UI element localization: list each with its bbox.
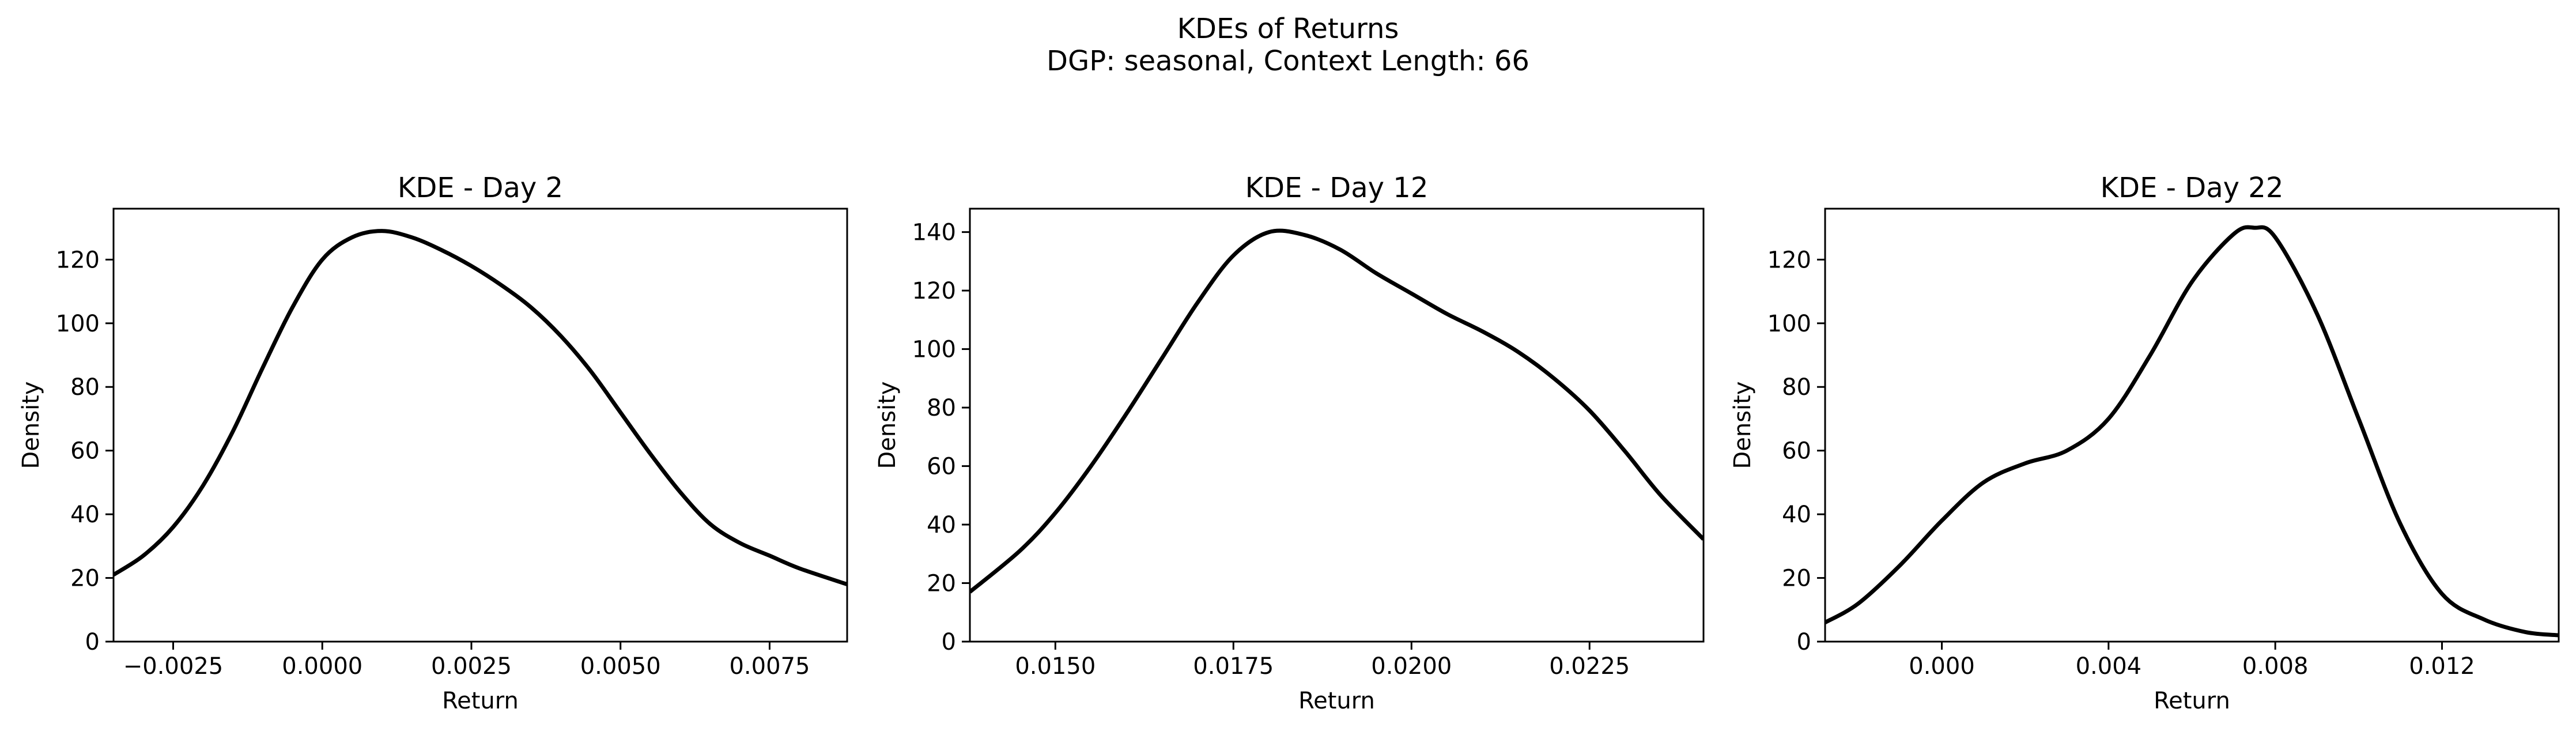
y-tick-label: 60 bbox=[70, 438, 100, 465]
plot-area: 0.000 0.004 0.008 0.012 0 20 40 60 80 100 120 bbox=[1767, 208, 2560, 680]
kde-line bbox=[114, 229, 847, 586]
y-tick-label: 0 bbox=[1797, 629, 1811, 655]
y-tick-label: 40 bbox=[70, 502, 100, 528]
y-axis-label: Density bbox=[1729, 381, 1756, 469]
y-axis-label: Density bbox=[18, 381, 44, 469]
subplot-day-22: KDE - Day 22 Return Density 0.000 0.004 0.… bbox=[1729, 172, 2560, 714]
x-tick-label: 0.000 bbox=[1909, 653, 1975, 680]
x-tick-label: 0.0025 bbox=[431, 653, 512, 680]
axes-frame bbox=[969, 208, 1705, 643]
x-tick-label: 0.0000 bbox=[282, 653, 362, 680]
y-tick-label: 0 bbox=[85, 629, 100, 655]
subplot-day-12: KDE - Day 12 Return Density 0.0150 0.0175… bbox=[874, 172, 1705, 714]
subplot-title: KDE - Day 22 bbox=[2101, 172, 2284, 204]
x-tick-label: 0.008 bbox=[2242, 653, 2309, 680]
kde-line bbox=[1825, 225, 2559, 638]
y-tick-label: 120 bbox=[56, 247, 100, 273]
x-tick-label: 0.0175 bbox=[1193, 653, 1274, 680]
axes-frame bbox=[1824, 208, 2560, 643]
x-axis-label: Return bbox=[2154, 688, 2230, 714]
x-tick-label: 0.0075 bbox=[729, 653, 810, 680]
y-tick-label: 40 bbox=[1782, 502, 1811, 528]
y-tick-label: 80 bbox=[70, 374, 100, 401]
figure-subtitle: DGP: seasonal, Context Length: 66 bbox=[1047, 45, 1529, 77]
y-tick-label: 140 bbox=[912, 220, 956, 246]
y-tick-label: 20 bbox=[1782, 566, 1811, 592]
x-tick-label: 0.0225 bbox=[1549, 653, 1630, 680]
x-tick-label: 0.0150 bbox=[1015, 653, 1096, 680]
subplot-day-2: KDE - Day 2 Return Density −0.0025 0.0000… bbox=[18, 172, 848, 714]
kde-line bbox=[970, 228, 1704, 594]
x-tick-label: 0.012 bbox=[2409, 653, 2475, 680]
y-tick-label: 100 bbox=[912, 337, 956, 363]
plot-area: 0.0150 0.0175 0.0200 0.0225 0 20 40 60 80 100 120 1… bbox=[912, 208, 1705, 680]
y-tick-label: 40 bbox=[927, 512, 956, 538]
axes-frame bbox=[112, 208, 848, 643]
x-tick-label: 0.004 bbox=[2076, 653, 2142, 680]
subplot-title: KDE - Day 12 bbox=[1245, 172, 1429, 204]
x-axis-label: Return bbox=[442, 688, 519, 714]
x-tick-label: 0.0050 bbox=[580, 653, 661, 680]
y-tick-label: 100 bbox=[1767, 311, 1811, 337]
plot-area: −0.0025 0.0000 0.0025 0.0050 0.0075 0 20 40 60 80… bbox=[56, 208, 848, 680]
x-tick-label: 0.0200 bbox=[1371, 653, 1452, 680]
subplot-title: KDE - Day 2 bbox=[398, 172, 563, 204]
y-axis-label: Density bbox=[874, 381, 901, 469]
y-tick-label: 80 bbox=[1782, 374, 1811, 401]
y-tick-label: 120 bbox=[912, 278, 956, 304]
y-tick-label: 120 bbox=[1767, 247, 1811, 273]
y-tick-label: 100 bbox=[56, 311, 100, 337]
y-tick-label: 60 bbox=[927, 454, 956, 480]
y-tick-label: 20 bbox=[927, 571, 956, 597]
y-tick-label: 20 bbox=[70, 566, 100, 592]
y-tick-label: 60 bbox=[1782, 438, 1811, 465]
x-tick-label: −0.0025 bbox=[123, 653, 223, 680]
x-axis-label: Return bbox=[1298, 688, 1375, 714]
figure-title: KDEs of Returns bbox=[1177, 13, 1399, 45]
y-tick-label: 80 bbox=[927, 395, 956, 421]
y-tick-label: 0 bbox=[942, 629, 956, 655]
